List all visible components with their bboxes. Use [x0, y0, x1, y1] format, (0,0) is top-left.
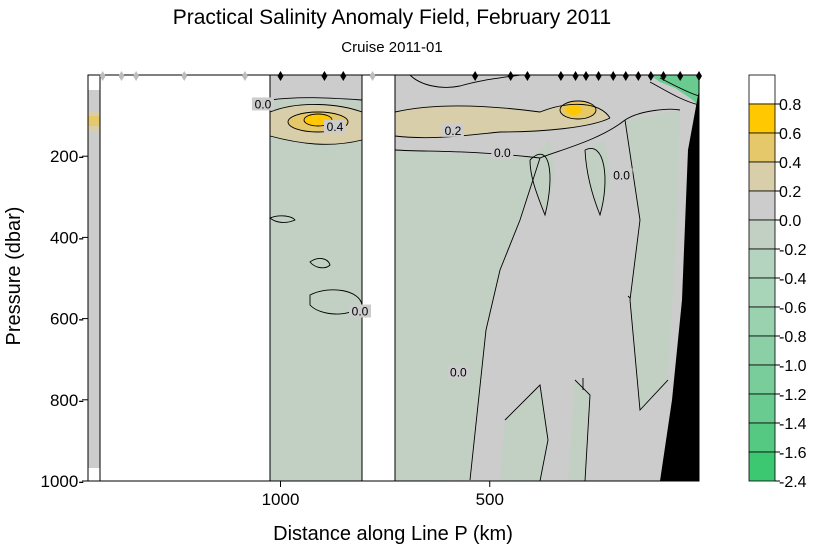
no-data-gap-west — [100, 75, 270, 481]
station-marker — [622, 71, 629, 81]
colorbar-label: 0.2 — [779, 184, 801, 201]
colorbar-swatch — [748, 190, 776, 221]
station-marker — [340, 71, 347, 81]
station-marker — [610, 71, 617, 81]
colorbar-swatch — [748, 451, 776, 482]
contour-label: 0.0 — [494, 146, 511, 160]
no-data-edge-top — [88, 75, 100, 90]
field-high-edge — [88, 116, 100, 126]
colorbar-swatch — [748, 161, 776, 192]
colorbar-label: -0.4 — [779, 271, 807, 288]
contour-label-bg — [349, 304, 372, 318]
station-marker — [595, 71, 602, 81]
y-tick-label: 400- — [50, 228, 84, 247]
y-tick-label: 200- — [50, 147, 84, 166]
colorbar-swatch — [748, 248, 776, 279]
contour-label: 0.4 — [327, 120, 344, 134]
station-marker — [277, 71, 284, 81]
plot-frame — [87, 74, 700, 482]
colorbar-swatch — [748, 364, 776, 395]
x-axis-label: Distance along Line P (km) — [273, 523, 513, 545]
field-max-east — [566, 105, 582, 115]
x-tick-label: 500 — [476, 490, 504, 509]
contour-label-bg — [441, 123, 464, 137]
bathymetry — [660, 90, 699, 481]
colorbar-swatch — [748, 132, 776, 163]
field-negative-nearshore — [625, 110, 680, 410]
colorbar-label: -0.6 — [779, 300, 807, 317]
field-negative-deep-east — [500, 385, 548, 481]
x-axis: 1000 500 — [262, 481, 504, 509]
colorbar-label: 0.6 — [779, 126, 801, 143]
colorbar-swatch — [748, 335, 776, 366]
contour-label: 0.0 — [450, 365, 467, 379]
colorbar-label: -1.2 — [779, 387, 807, 404]
colorbar-swatch — [748, 306, 776, 337]
station-marker — [369, 71, 376, 81]
colorbar-swatch — [748, 219, 776, 250]
station-marker — [507, 71, 514, 81]
contour-label: 0.0 — [352, 305, 369, 319]
colorbar-label: 0.4 — [779, 155, 801, 172]
y-axis-label: Pressure (dbar) — [3, 207, 25, 346]
station-markers — [99, 71, 702, 81]
field-negative-region-central — [395, 150, 540, 481]
y-tick-label: 800- — [50, 391, 84, 410]
y-tick-label: 1000- — [41, 472, 84, 491]
station-marker — [557, 71, 564, 81]
field-negative-region-west — [270, 100, 362, 481]
field-green-surface — [650, 75, 699, 105]
colorbar-swatch — [748, 103, 776, 134]
colorbar-label: -1.4 — [779, 416, 807, 433]
contour-label-bg — [610, 168, 633, 182]
colorbar-label: -1.6 — [779, 445, 807, 462]
y-axis: 200- 400- 600- 800- 1000- — [41, 147, 88, 491]
contour-label-bg — [251, 97, 274, 111]
contour-label-bg — [323, 119, 346, 133]
station-marker — [99, 71, 106, 81]
colorbar-swatch — [748, 74, 776, 105]
colorbar-label: -1.0 — [779, 358, 807, 375]
contour-lines — [269, 74, 700, 482]
colorbar-label: 0.8 — [779, 97, 801, 114]
station-marker — [635, 71, 642, 81]
station-marker — [696, 71, 702, 81]
colorbar-label: -2.4 — [779, 474, 807, 491]
no-data-gap-central — [362, 75, 395, 481]
contour-label-bg — [447, 365, 470, 379]
colorbar-label: 0.0 — [779, 213, 801, 230]
station-marker — [660, 71, 667, 81]
y-tick-label: 600- — [50, 310, 84, 329]
plot-area: 0.0 0.4 0.2 0.0 0.0 0.0 0.0 — [87, 71, 702, 482]
colorbar-label: -0.2 — [779, 242, 807, 259]
contour-label-bg — [491, 146, 514, 160]
colorbar-label: -0.8 — [779, 329, 807, 346]
station-marker — [241, 71, 248, 81]
station-marker — [572, 71, 579, 81]
colorbar-swatch — [748, 422, 776, 453]
station-marker — [133, 71, 140, 81]
field-negative-deep-east2 — [568, 380, 590, 481]
no-data-edge-bottom — [88, 468, 100, 481]
contour-label: 0.0 — [613, 169, 630, 183]
x-tick-label: 1000 — [262, 490, 300, 509]
colorbar-legend: 0.8 0.6 0.4 0.2 0.0 -0.2 -0.4 -0.6 -0.8 -1.0 -1.2 -… — [748, 74, 807, 491]
station-marker — [321, 71, 328, 81]
chart-title: Practical Salinity Anomaly Field, Februa… — [173, 6, 611, 29]
colorbar-swatch — [748, 277, 776, 308]
station-marker — [524, 71, 531, 81]
chart-subtitle: Cruise 2011-01 — [341, 39, 442, 56]
station-marker — [181, 71, 188, 81]
colorbar-swatch — [748, 393, 776, 424]
contour-label: 0.2 — [445, 124, 462, 138]
station-marker — [647, 71, 654, 81]
station-marker — [583, 71, 590, 81]
station-marker — [472, 71, 479, 81]
contour-label: 0.0 — [255, 97, 272, 111]
station-marker — [677, 71, 684, 81]
contour-labels: 0.0 0.4 0.2 0.0 0.0 0.0 0.0 — [251, 97, 633, 379]
station-marker — [118, 71, 125, 81]
